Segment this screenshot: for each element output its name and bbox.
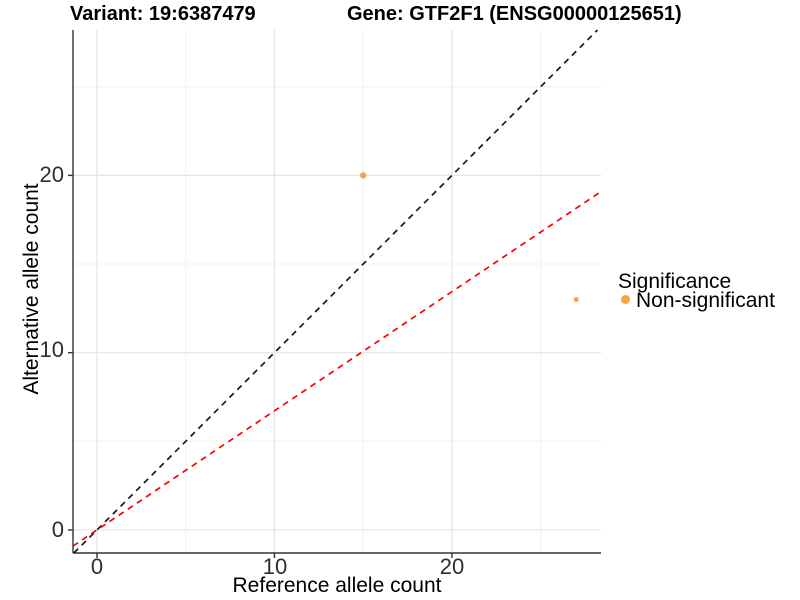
legend-title: Significance (618, 270, 732, 293)
y-tick-label-0: 0 (51, 517, 64, 542)
plot-title-variant: Variant: 19:6387479 (70, 3, 256, 25)
y-axis-title: Alternative allele count (20, 183, 43, 395)
y-tick-label-10: 10 (39, 337, 64, 362)
expected-ratio-line (72, 190, 602, 547)
plot-title-gene: Gene: GTF2F1 (ENSG00000125651) (347, 3, 682, 25)
legend-point-icon (621, 295, 630, 304)
x-axis-title: Reference allele count (232, 574, 442, 597)
data-point (573, 296, 579, 302)
x-tick-label-20: 20 (439, 554, 465, 579)
x-tick-label-0: 0 (90, 554, 104, 579)
y-tick-label-20: 20 (39, 162, 64, 187)
identity-line (73, 29, 599, 554)
legend-item-non-significant: Non-significant (636, 289, 775, 312)
x-tick-label-10: 10 (262, 554, 288, 579)
data-point (359, 172, 367, 179)
